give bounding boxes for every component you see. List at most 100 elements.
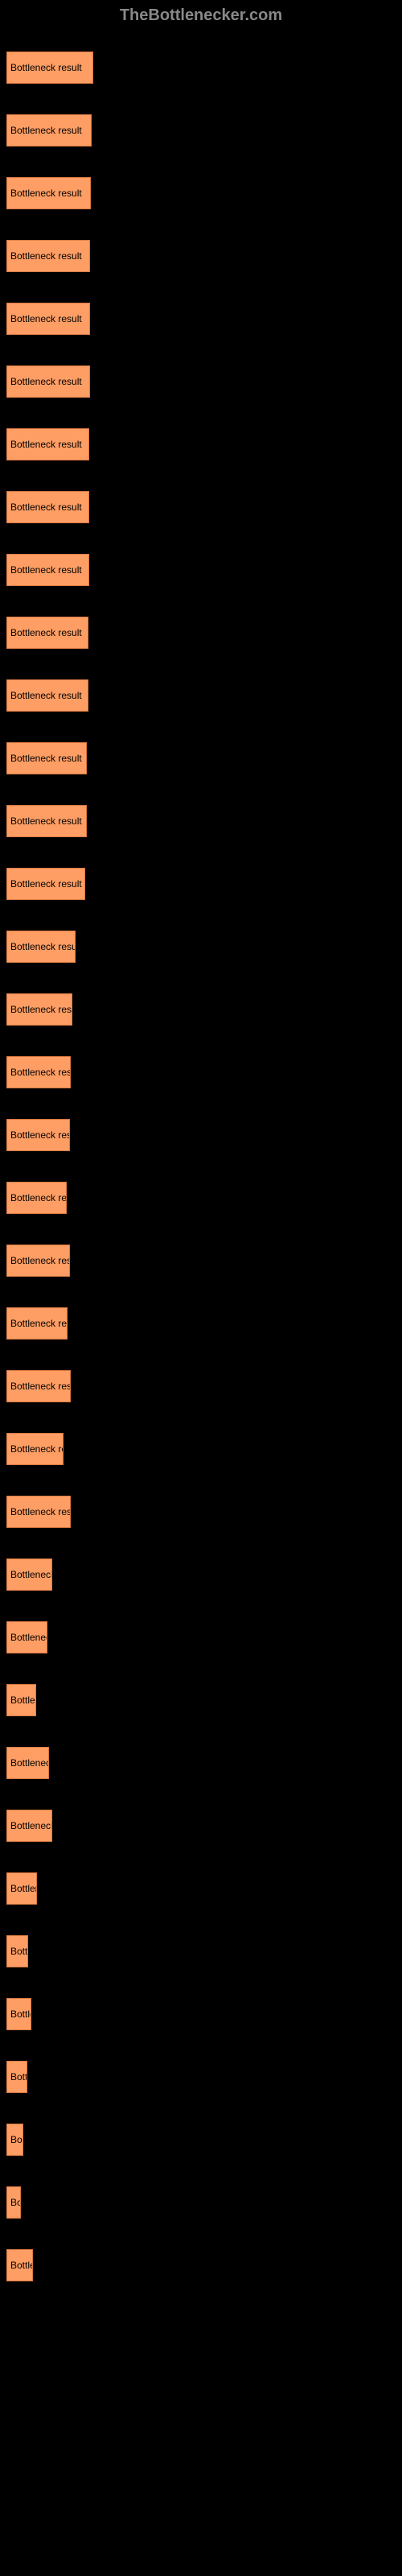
bar[interactable]: Bottleneck result [6,114,92,147]
bar-group: Bottleneck result [6,1230,396,1277]
bar-inner-label: Bottleneck result [10,1569,51,1580]
bar-category-label [6,1921,396,1932]
bar[interactable]: Bottleneck result [6,993,72,1026]
bar-category-label [6,163,396,174]
bar-group: Bottleneck result [6,1293,396,1340]
bar-inner-label: Bottleneck result [10,62,82,73]
bar-group: Bottleneck result [6,1167,396,1214]
bar-wrapper: Bottleneck result [6,240,396,272]
bar[interactable]: Bottleneck result [6,868,85,900]
bar-group: Bottleneck result [6,979,396,1026]
bar[interactable]: Bottleneck result [6,428,89,460]
bar[interactable]: Bottleneck result [6,365,90,398]
bar-wrapper: Bottleneck result [6,1998,396,2030]
bar[interactable]: Bottleneck result [6,805,87,837]
bar-category-label [6,37,396,48]
bar-wrapper: Bottleneck result [6,303,396,335]
bar-inner-label: Bottleneck result [10,250,82,262]
bar-group: Bottleneck result [6,351,396,398]
bar-category-label [6,791,396,802]
bar[interactable]: Bottleneck result [6,1307,68,1340]
bar-group: Bottleneck result [6,100,396,147]
bar[interactable]: Bottleneck result [6,177,91,209]
bar-inner-label: Bottleneck result [10,627,82,638]
bar[interactable]: Bottleneck result [6,1119,70,1151]
bar-category-label [6,414,396,425]
bar[interactable]: Bottleneck result [6,52,93,84]
bar-wrapper: Bottleneck result [6,1245,396,1277]
bar[interactable]: Bottleneck result [6,1370,71,1402]
bar-category-label [6,100,396,111]
bar-wrapper: Bottleneck result [6,1370,396,1402]
bar-wrapper: Bottleneck result [6,1307,396,1340]
bar-wrapper: Bottleneck result [6,365,396,398]
bar[interactable]: Bottleneck result [6,1182,67,1214]
bar[interactable]: Bottleneck result [6,554,89,586]
bar[interactable]: Bottleneck result [6,742,87,774]
bar-inner-label: Bottleneck result [10,1192,66,1203]
bar-wrapper: Bottleneck result [6,1872,396,1905]
bar[interactable]: Bottleneck result [6,2186,21,2219]
bar[interactable]: Bottleneck result [6,2061,27,2093]
bar[interactable]: Bottleneck result [6,2249,33,2281]
bar-category-label [6,1732,396,1744]
bar-inner-label: Bottleneck result [10,1883,36,1894]
bar[interactable]: Bottleneck result [6,617,88,649]
bar[interactable]: Bottleneck result [6,1558,52,1591]
bar-category-label [6,728,396,739]
bar-group: Bottleneck result [6,225,396,272]
bar-inner-label: Bottleneck result [10,2260,32,2271]
bar-wrapper: Bottleneck result [6,1119,396,1151]
bar-category-label [6,602,396,613]
bar-category-label [6,2235,396,2246]
bar-wrapper: Bottleneck result [6,679,396,712]
bar-category-label [6,1356,396,1367]
bar-inner-label: Bottleneck result [10,188,82,199]
bar[interactable]: Bottleneck result [6,2124,23,2156]
bar-inner-label: Bottleneck result [10,1757,48,1769]
bar-group: Bottleneck result [6,791,396,837]
bar[interactable]: Bottleneck result [6,679,88,712]
bar[interactable]: Bottleneck result [6,1245,70,1277]
bar[interactable]: Bottleneck result [6,1810,52,1842]
bar-inner-label: Bottleneck result [10,1129,69,1141]
bar-inner-label: Bottleneck result [10,2071,27,2083]
bar-inner-label: Bottleneck result [10,1381,70,1392]
bar-group: Bottleneck result [6,1104,396,1151]
bar[interactable]: Bottleneck result [6,1056,71,1088]
bar[interactable]: Bottleneck result [6,491,89,523]
bar-wrapper: Bottleneck result [6,1935,396,1967]
bar-group: Bottleneck result [6,1984,396,2030]
bar-group: Bottleneck result [6,539,396,586]
bar-group: Bottleneck result [6,1418,396,1465]
bar[interactable]: Bottleneck result [6,1684,36,1716]
bar[interactable]: Bottleneck result [6,303,90,335]
bar-group: Bottleneck result [6,2046,396,2093]
bar-group: Bottleneck result [6,1921,396,1967]
bar[interactable]: Bottleneck result [6,1872,37,1905]
bar-wrapper: Bottleneck result [6,428,396,460]
bar[interactable]: Bottleneck result [6,1747,49,1779]
bar-category-label [6,225,396,237]
bar-group: Bottleneck result [6,477,396,523]
bar-wrapper: Bottleneck result [6,1747,396,1779]
bar-category-label [6,1167,396,1179]
bar-inner-label: Bottleneck result [10,1632,47,1643]
bar[interactable]: Bottleneck result [6,1433,64,1465]
bar[interactable]: Bottleneck result [6,240,90,272]
bar-category-label [6,1104,396,1116]
bar-category-label [6,1795,396,1806]
bar[interactable]: Bottleneck result [6,931,76,963]
bar[interactable]: Bottleneck result [6,1621,47,1653]
bar-inner-label: Bottleneck result [10,313,82,324]
bar[interactable]: Bottleneck result [6,1935,28,1967]
bar-category-label [6,1670,396,1681]
bar-category-label [6,665,396,676]
bar-inner-label: Bottleneck result [10,1004,72,1015]
bar-group: Bottleneck result [6,2172,396,2219]
bar-wrapper: Bottleneck result [6,114,396,147]
bar[interactable]: Bottleneck result [6,1496,71,1528]
bar[interactable]: Bottleneck result [6,1998,31,2030]
bar-category-label [6,2109,396,2120]
bar-group: Bottleneck result [6,665,396,712]
